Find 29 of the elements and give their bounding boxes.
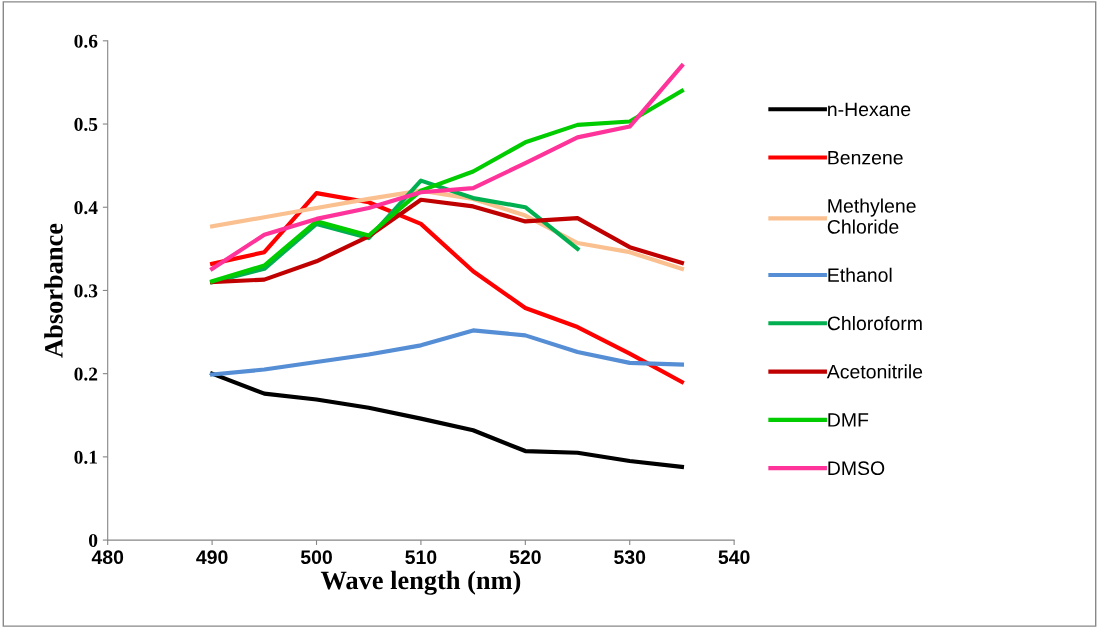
x-tick-label: 540 [718, 550, 750, 565]
legend-label: DMF [828, 413, 869, 427]
legend-label: n-Hexane [828, 102, 911, 117]
y-tick-label: 0.1 [74, 450, 97, 464]
x-tick-label: 500 [300, 550, 332, 565]
x-tick-label: 510 [405, 550, 437, 565]
legend-label: Methylene Chloride [827, 198, 916, 234]
y-axis-title: Absorbance [44, 223, 63, 358]
y-tick-label: 0.6 [74, 34, 98, 48]
legend-label: Chloroform [827, 315, 922, 331]
y-tick-label: 0.2 [74, 367, 98, 381]
y-tick-label: 0.3 [74, 284, 98, 298]
line-series [210, 63, 685, 271]
y-tick-label: 0.4 [74, 201, 98, 215]
y-tick-label: 0.5 [74, 117, 98, 132]
legend-label: Benzene [828, 150, 903, 165]
x-axis-title: Wave length (nm) [320, 570, 521, 595]
y-tick-label: 0 [89, 533, 98, 548]
legend-label: Acetonitrile [826, 364, 923, 379]
x-tick-label: 480 [91, 550, 124, 565]
line-series [210, 328, 685, 377]
line-series [210, 88, 685, 284]
line-series [210, 371, 685, 469]
legend-label: Ethanol [828, 267, 892, 283]
x-tick-label: 520 [509, 550, 541, 565]
x-tick-label: 530 [614, 550, 646, 565]
line-series [210, 197, 685, 285]
x-tick-label: 490 [196, 550, 228, 565]
legend-label: DMSO [828, 461, 885, 476]
